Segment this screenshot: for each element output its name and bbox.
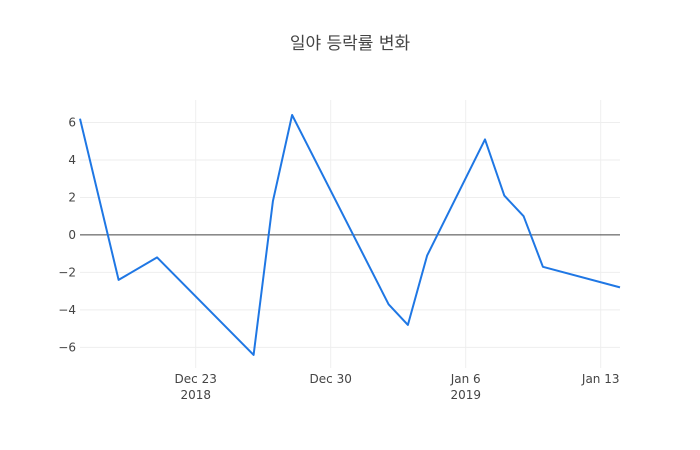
x-tick-label: Jan 13	[581, 372, 620, 386]
y-tick-label: −6	[58, 340, 76, 354]
y-tick-label: 2	[68, 190, 76, 204]
x-tick-year-label: 2018	[180, 388, 211, 402]
series-layer	[79, 114, 621, 356]
y-tick-label: −2	[58, 265, 76, 279]
x-tick-label: Jan 6	[450, 372, 481, 386]
chart-title: 일야 등락률 변화	[290, 34, 411, 54]
axes: −6 −4 −2 0 2 4 6 Dec 23 2018 Dec 30 Jan 6 2019 Jan 1…	[58, 115, 620, 402]
series-line	[79, 114, 621, 356]
x-tick-year-label: 2019	[450, 388, 481, 402]
gridlines	[80, 100, 620, 368]
y-tick-label: 0	[68, 228, 76, 242]
x-tick-label: Dec 30	[310, 372, 352, 386]
y-tick-label: −4	[58, 303, 76, 317]
x-tick-label: Dec 23	[175, 372, 217, 386]
y-tick-label: 4	[68, 153, 76, 167]
y-tick-label: 6	[68, 115, 76, 129]
